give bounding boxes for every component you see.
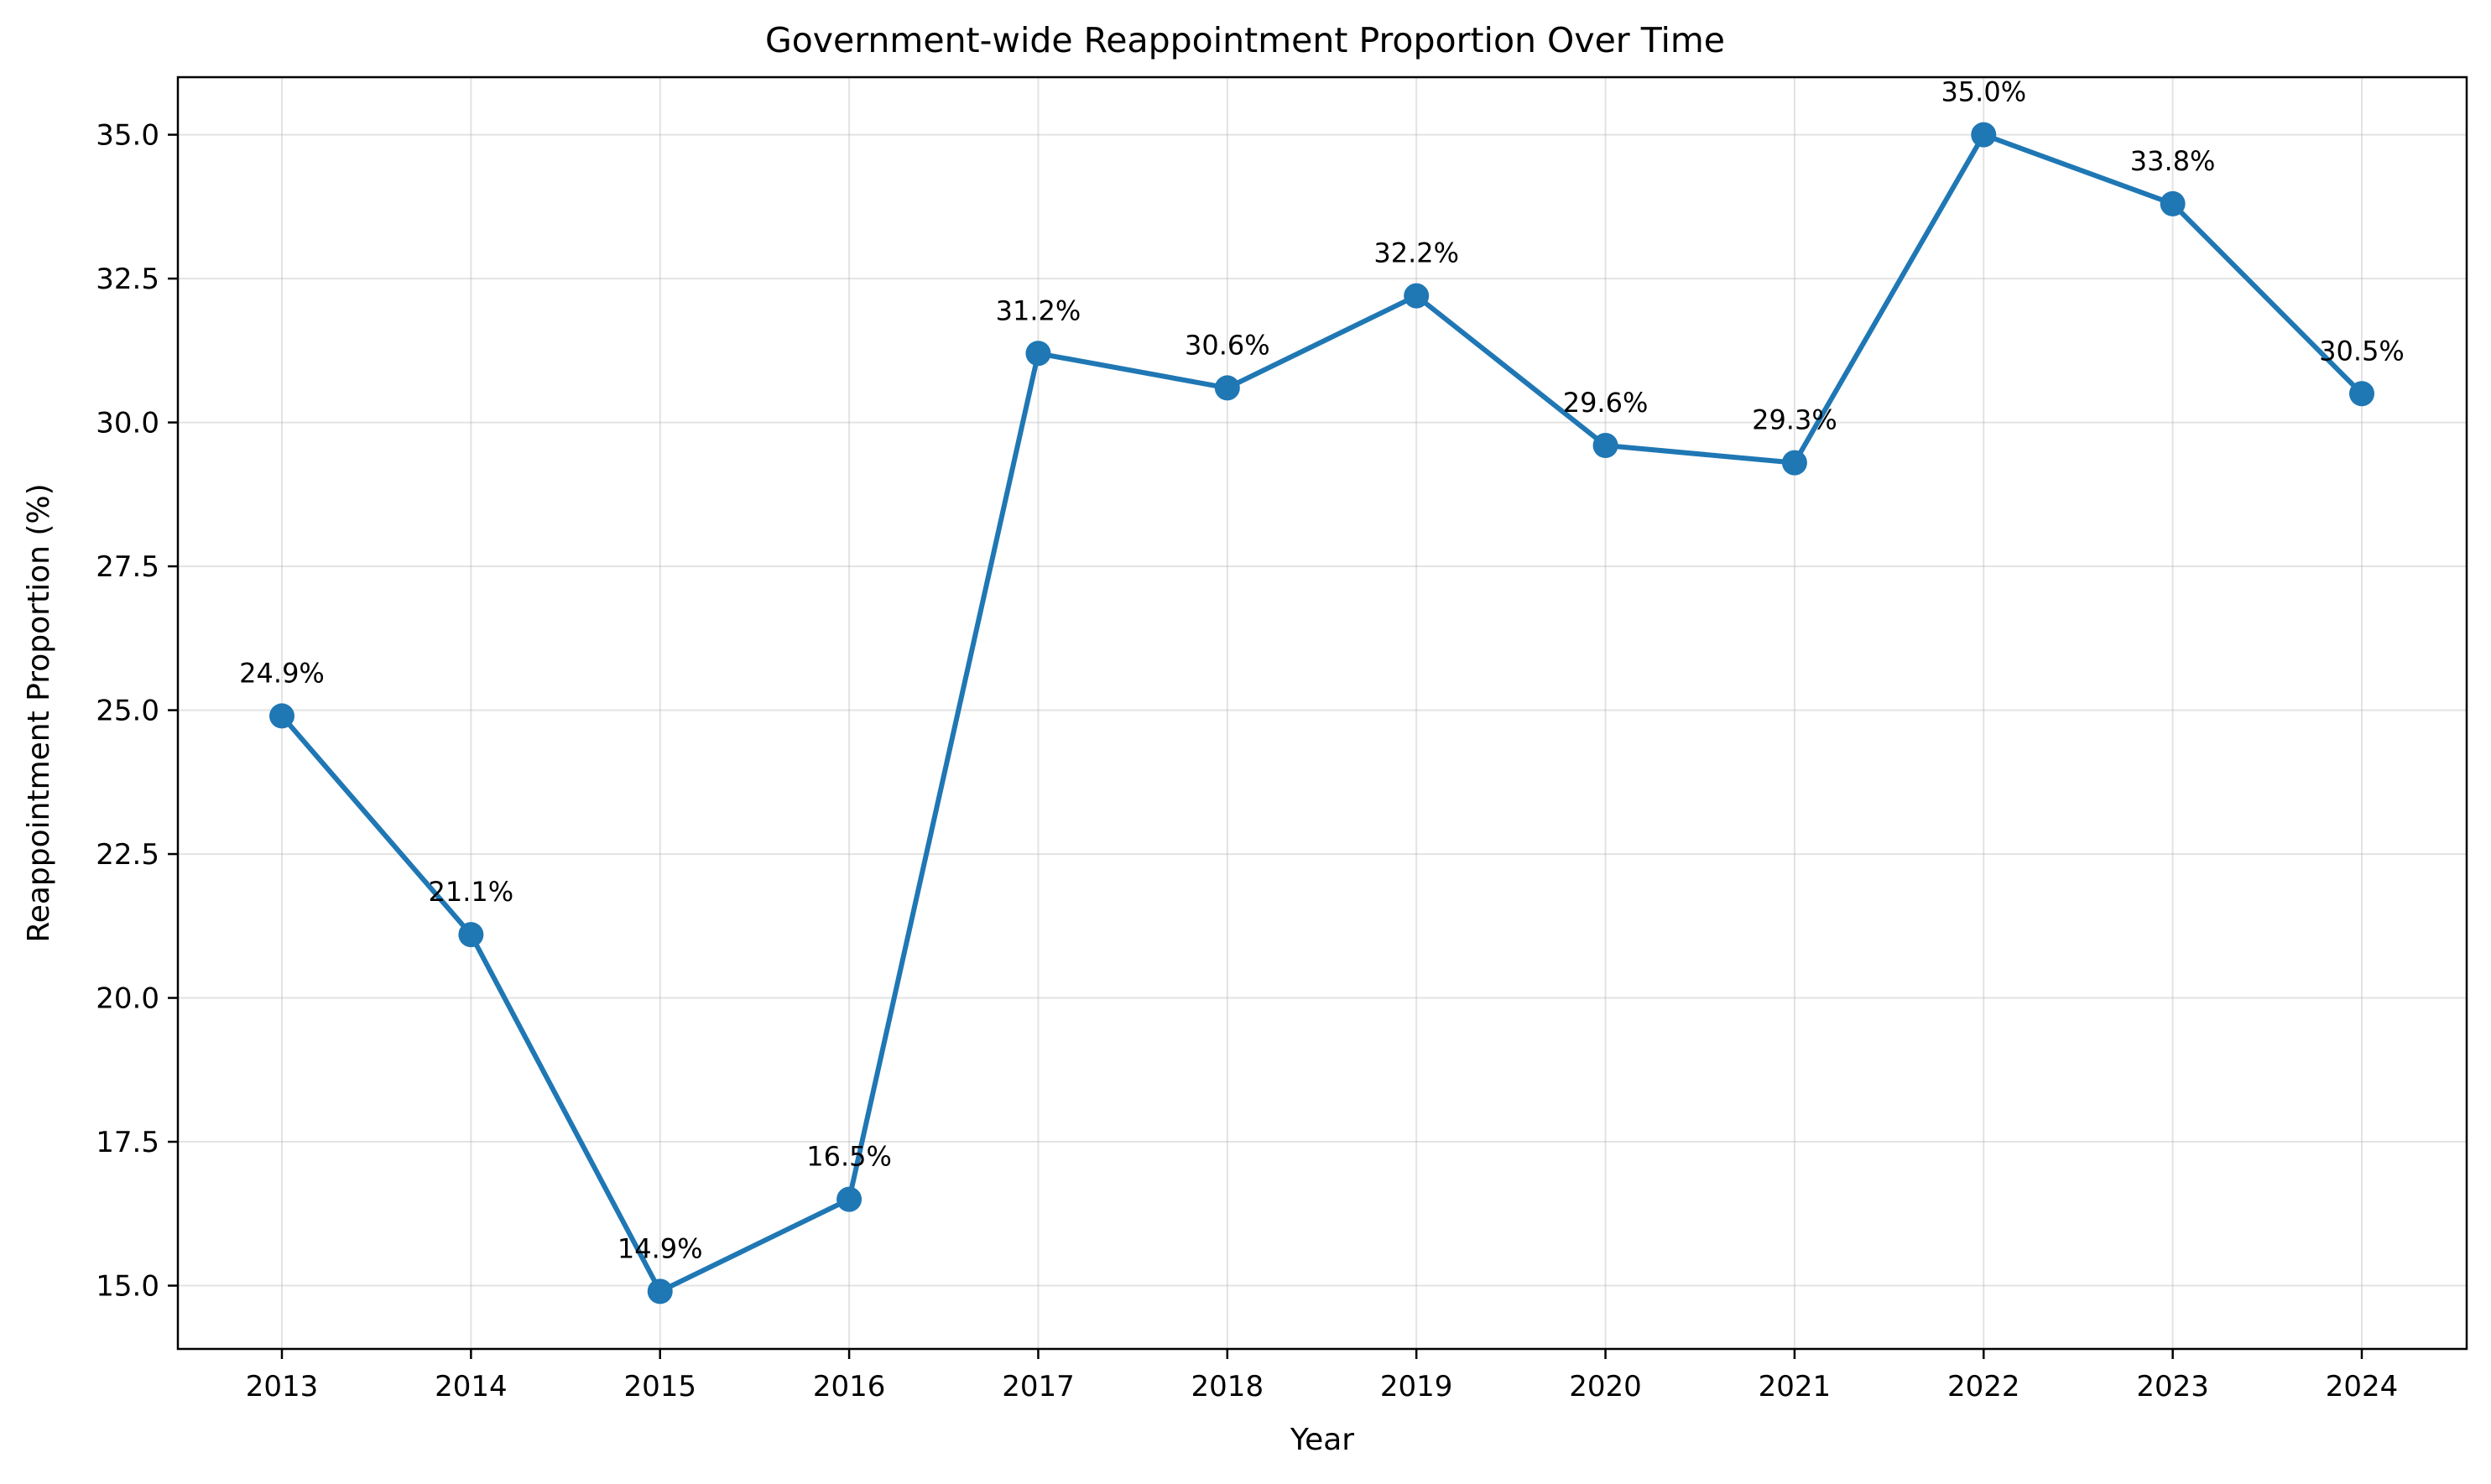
y-tick-label: 15.0 [96,1270,159,1304]
data-label: 33.8% [2130,145,2216,177]
data-label: 14.9% [618,1232,703,1264]
x-tick-label: 2013 [246,1370,319,1403]
data-labels: 24.9% 21.1% 14.9% 16.5% 31.2% 30.6% 32.2% 29.6%… [239,76,2405,1265]
x-tick-label: 2023 [2136,1370,2209,1403]
data-label: 29.6% [1563,387,1649,419]
data-point [458,922,484,948]
data-label: 30.5% [2319,335,2405,367]
data-point [647,1278,673,1304]
x-tick-label: 2019 [1380,1370,1453,1403]
data-point [1025,341,1051,367]
data-label: 21.1% [429,876,514,908]
axis-ticks: 2013 2014 2015 2016 2017 2018 2019 2020 2021 2022… [96,119,2398,1403]
y-tick-label: 27.5 [96,550,159,584]
data-label: 16.5% [806,1141,892,1173]
data-point [1592,433,1618,459]
data-label: 24.9% [239,657,325,689]
x-tick-label: 2014 [435,1370,508,1403]
x-tick-label: 2021 [1759,1370,1832,1403]
y-tick-label: 35.0 [96,119,159,153]
y-tick-label: 32.5 [96,263,159,296]
data-point [2349,381,2374,407]
series-line [279,132,2364,1294]
x-tick-label: 2022 [1947,1370,2020,1403]
y-tick-label: 20.0 [96,982,159,1016]
data-point [836,1186,862,1212]
y-axis-label: Reappointment Proportion (%) [22,483,56,942]
data-point [1404,283,1430,309]
data-label: 31.2% [996,294,1081,326]
x-tick-label: 2015 [623,1370,696,1403]
data-point [1971,122,1997,148]
data-label: 32.2% [1373,237,1459,269]
data-point [2160,190,2186,216]
data-point [1781,450,1807,476]
plot-frame [176,76,2468,1351]
y-tick-label: 17.5 [96,1126,159,1159]
x-tick-label: 2020 [1569,1370,1642,1403]
series-reappointment-proportion [269,122,2374,1304]
x-tick-label: 2016 [813,1370,886,1403]
data-label: 30.6% [1185,329,1270,361]
y-tick-label: 25.0 [96,695,159,728]
y-tick-label: 30.0 [96,407,159,440]
grid [178,77,2467,1349]
data-label: 35.0% [1941,76,2026,108]
x-tick-label: 2024 [2326,1370,2399,1403]
x-axis-label: Year [1290,1423,1354,1457]
data-label: 29.3% [1752,404,1837,436]
data-point [1214,375,1240,401]
data-point [269,703,294,729]
chart-title: Government-wide Reappointment Proportion… [765,20,1725,60]
x-tick-label: 2017 [1002,1370,1075,1403]
x-tick-label: 2018 [1191,1370,1264,1403]
y-tick-label: 22.5 [96,838,159,872]
